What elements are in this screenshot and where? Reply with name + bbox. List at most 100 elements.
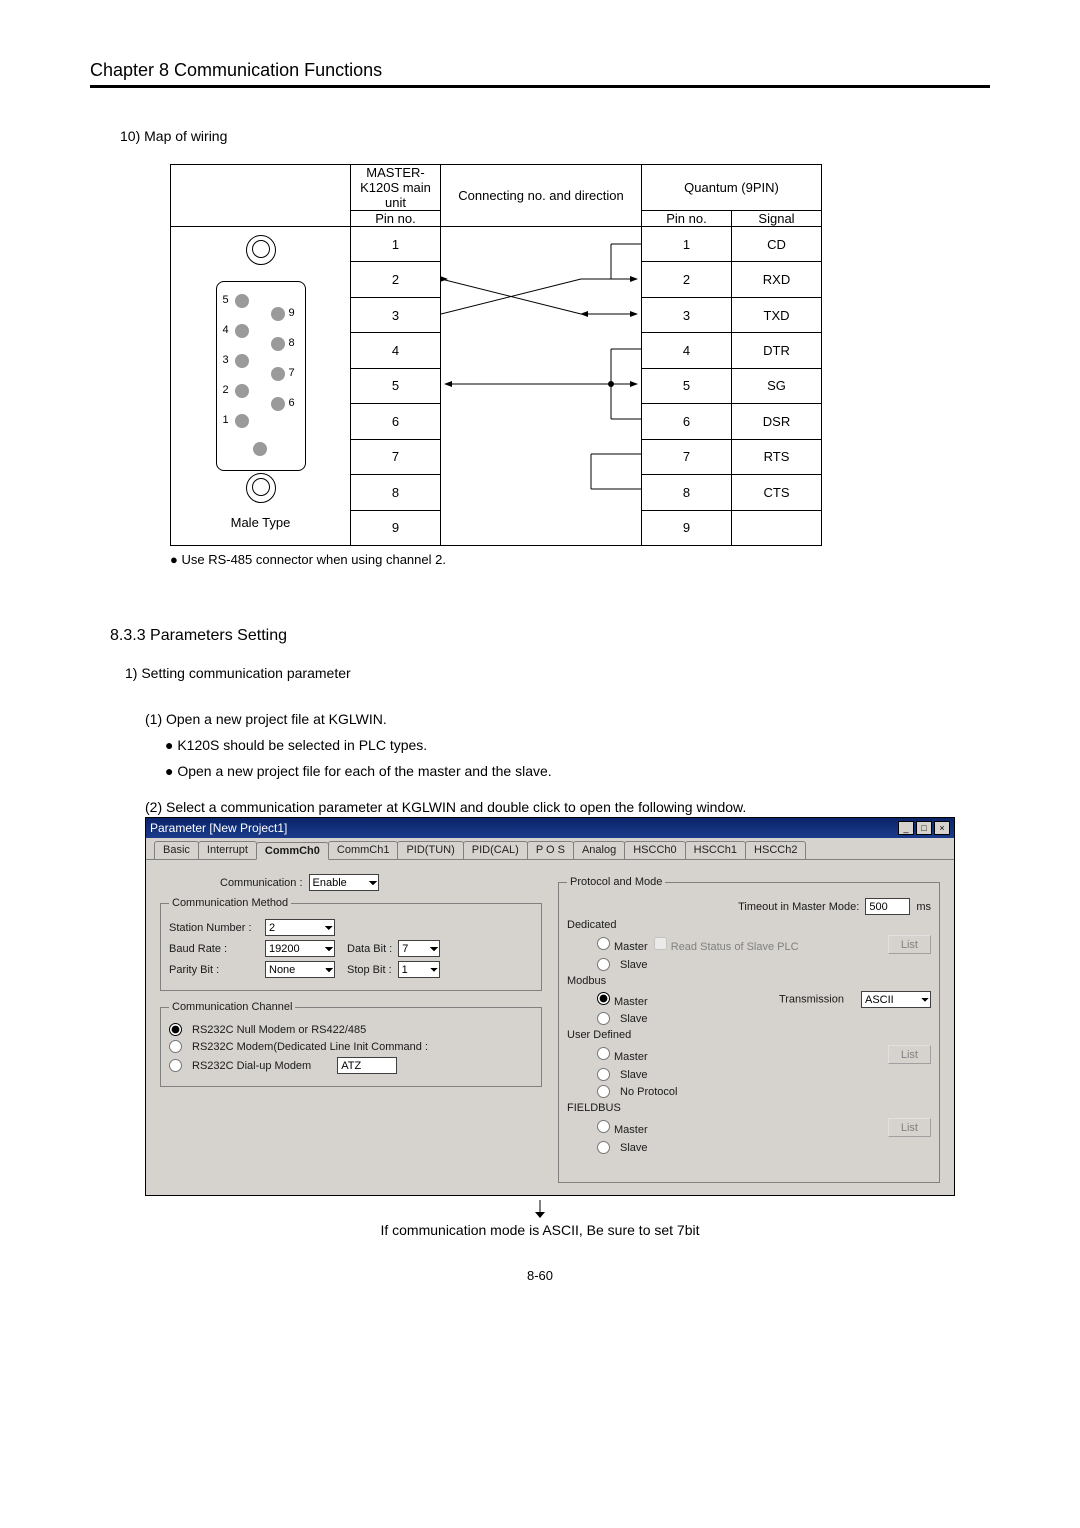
read-status-label: Read Status of Slave PLC xyxy=(671,941,799,953)
male-type-label: Male Type xyxy=(171,515,350,530)
userdef-slave-radio[interactable] xyxy=(597,1068,610,1081)
minimize-button[interactable]: _ xyxy=(898,821,914,835)
grp-method-legend: Communication Method xyxy=(169,897,291,909)
dedicated-slave-label: Slave xyxy=(620,959,648,971)
ch-opt3-radio[interactable] xyxy=(169,1059,182,1072)
step-1-1: (1) Open a new project file at KGLWIN. xyxy=(145,711,990,727)
tab-hscch0[interactable]: HSCCh0 xyxy=(624,841,685,859)
right-pin-9: 9 xyxy=(642,510,732,546)
left-pane: Communication : Enable Communication Met… xyxy=(160,870,542,1177)
modbus-master-radio[interactable] xyxy=(597,992,610,1005)
fieldbus-slave-radio[interactable] xyxy=(597,1141,610,1154)
timeout-unit: ms xyxy=(916,901,931,913)
conn-pin-1: 1 xyxy=(223,414,229,426)
userdef-slave-label: Slave xyxy=(620,1069,648,1081)
tab-hscch1[interactable]: HSCCh1 xyxy=(685,841,746,859)
tab-basic[interactable]: Basic xyxy=(154,841,199,859)
parity-select[interactable]: None xyxy=(265,961,335,978)
grp-channel: Communication Channel RS232C Null Modem … xyxy=(160,1001,542,1087)
tab-hscch2[interactable]: HSCCh2 xyxy=(745,841,806,859)
conn-pin-8: 8 xyxy=(289,337,295,349)
left-pin-2: 2 xyxy=(351,262,441,297)
dedicated-master-radio[interactable] xyxy=(597,937,610,950)
right-pin-4: 4 xyxy=(642,333,732,368)
left-pin-7: 7 xyxy=(351,439,441,474)
subsection-heading: 8.3.3 Parameters Setting xyxy=(110,627,990,645)
wiring-hdr-quantum: Quantum (9PIN) xyxy=(642,165,822,211)
stop-label: Stop Bit : xyxy=(347,964,392,976)
transmission-label: Transmission xyxy=(779,994,844,1006)
wiring-hdr-pin-left: Pin no. xyxy=(351,211,441,227)
wiring-diagram-svg xyxy=(441,227,641,542)
communication-select[interactable]: Enable xyxy=(309,874,379,891)
tab-interrupt[interactable]: Interrupt xyxy=(198,841,257,859)
bullet-2: ● Open a new project file for each of th… xyxy=(165,763,990,779)
timeout-label: Timeout in Master Mode: xyxy=(738,901,859,913)
tab-pidtun[interactable]: PID(TUN) xyxy=(397,841,463,859)
tab-commch1[interactable]: CommCh1 xyxy=(328,841,399,859)
signal-3: TXD xyxy=(732,297,822,332)
init-cmd-input[interactable] xyxy=(337,1057,397,1074)
right-pin-8: 8 xyxy=(642,475,732,510)
ch-opt1-radio[interactable] xyxy=(169,1023,182,1036)
conn-pin-4: 4 xyxy=(223,324,229,336)
titlebar: Parameter [New Project1] _ □ × xyxy=(146,818,954,838)
fieldbus-label: FIELDBUS xyxy=(567,1102,931,1114)
left-pin-4: 4 xyxy=(351,333,441,368)
ch-opt1-label: RS232C Null Modem or RS422/485 xyxy=(192,1024,366,1036)
modbus-label: Modbus xyxy=(567,975,931,987)
tab-pidcal[interactable]: PID(CAL) xyxy=(463,841,528,859)
left-pin-1: 1 xyxy=(351,227,441,262)
parity-label: Parity Bit : xyxy=(169,964,259,976)
fieldbus-master-label: Master xyxy=(614,1124,648,1136)
kglwin-window: Parameter [New Project1] _ □ × Basic Int… xyxy=(145,817,955,1196)
page-number: 8-60 xyxy=(90,1268,990,1283)
right-pin-5: 5 xyxy=(642,368,732,403)
fieldbus-master-radio[interactable] xyxy=(597,1120,610,1133)
communication-label: Communication : xyxy=(220,877,303,889)
right-pin-6: 6 xyxy=(642,404,732,439)
signal-8: CTS xyxy=(732,475,822,510)
tab-pos[interactable]: P O S xyxy=(527,841,574,859)
no-protocol-radio[interactable] xyxy=(597,1085,610,1098)
step-1-2: (2) Select a communication parameter at … xyxy=(145,799,990,815)
userdef-label: User Defined xyxy=(567,1029,931,1041)
userdef-list-btn: List xyxy=(888,1045,931,1064)
maximize-button[interactable]: □ xyxy=(916,821,932,835)
stop-select[interactable]: 1 xyxy=(398,961,440,978)
left-pin-6: 6 xyxy=(351,404,441,439)
baud-select[interactable]: 19200 xyxy=(265,940,335,957)
data-label: Data Bit : xyxy=(347,943,392,955)
modbus-slave-radio[interactable] xyxy=(597,1012,610,1025)
timeout-input[interactable] xyxy=(865,898,910,915)
grp-protocol: Protocol and Mode Timeout in Master Mode… xyxy=(558,876,940,1183)
right-pin-7: 7 xyxy=(642,439,732,474)
section-10-heading: 10) Map of wiring xyxy=(120,128,990,144)
bullet-1: ● K120S should be selected in PLC types. xyxy=(165,737,990,753)
chapter-title: Chapter 8 Communication Functions xyxy=(90,60,990,81)
tab-commch0[interactable]: CommCh0 xyxy=(256,842,329,860)
close-button[interactable]: × xyxy=(934,821,950,835)
conn-pin-2: 2 xyxy=(223,384,229,396)
signal-2: RXD xyxy=(732,262,822,297)
userdef-master-radio[interactable] xyxy=(597,1047,610,1060)
grp-channel-legend: Communication Channel xyxy=(169,1001,295,1013)
station-label: Station Number : xyxy=(169,922,259,934)
data-select[interactable]: 7 xyxy=(398,940,440,957)
conn-pin-7: 7 xyxy=(289,367,295,379)
transmission-select[interactable]: ASCII xyxy=(861,991,931,1008)
tab-analog[interactable]: Analog xyxy=(573,841,625,859)
dedicated-slave-radio[interactable] xyxy=(597,958,610,971)
signal-1: CD xyxy=(732,227,822,262)
dedicated-label: Dedicated xyxy=(567,919,931,931)
chapter-rule xyxy=(90,85,990,88)
arrow-down-icon xyxy=(530,1200,550,1220)
right-pane: Protocol and Mode Timeout in Master Mode… xyxy=(558,870,940,1177)
station-select[interactable]: 2 xyxy=(265,919,335,936)
no-protocol-label: No Protocol xyxy=(620,1086,677,1098)
signal-9 xyxy=(732,510,822,546)
ch-opt2-radio[interactable] xyxy=(169,1040,182,1053)
right-pin-2: 2 xyxy=(642,262,732,297)
conn-pin-9: 9 xyxy=(289,307,295,319)
signal-7: RTS xyxy=(732,439,822,474)
